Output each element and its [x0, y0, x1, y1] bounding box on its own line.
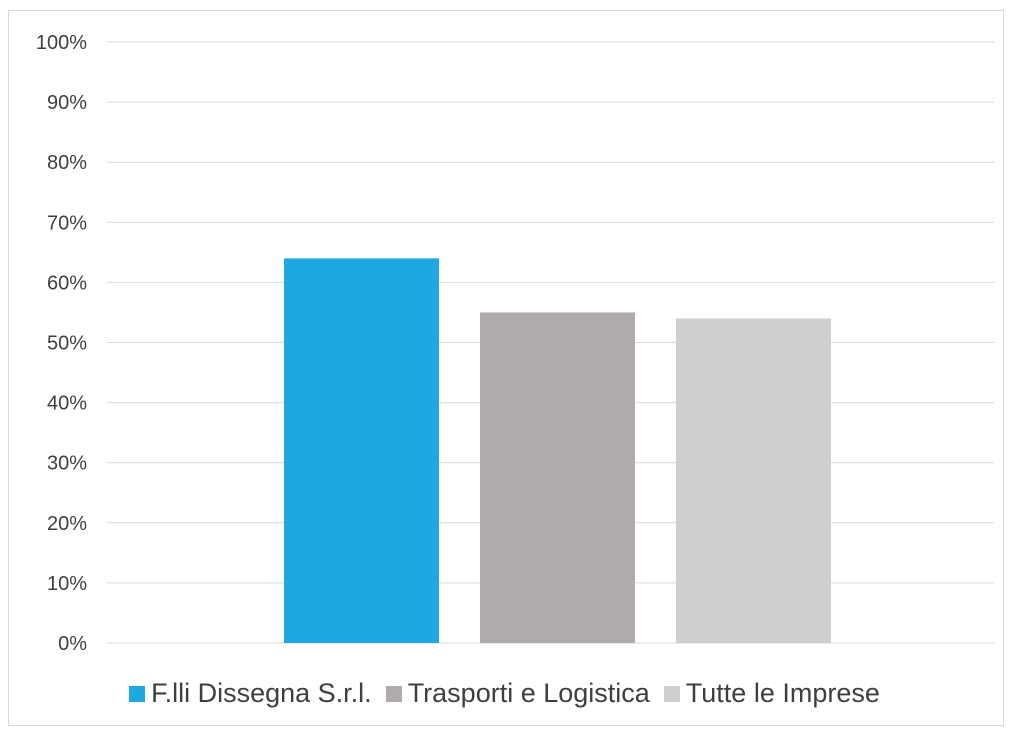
y-tick-label-60: 60%: [47, 272, 87, 294]
legend: F.lli Dissegna S.r.l. Trasporti e Logisti…: [0, 678, 1009, 709]
legend-swatch-3: [663, 685, 680, 702]
bar-2: [480, 312, 635, 643]
bar-1: [284, 258, 439, 643]
y-tick-label-50: 50%: [47, 333, 87, 355]
y-tick-label-100: 100%: [36, 32, 87, 54]
legend-label-2: Trasporti e Logistica: [407, 678, 650, 708]
y-axis-ticks: 0% 10% 20% 30% 40% 50% 60% 70% 80% 90% 100%: [36, 32, 87, 655]
y-tick-label-10: 10%: [47, 573, 87, 595]
y-tick-label-80: 80%: [47, 152, 87, 174]
bar-3: [676, 318, 831, 643]
y-tick-label-70: 70%: [47, 212, 87, 234]
y-tick-label-20: 20%: [47, 513, 87, 535]
y-tick-label-0: 0%: [58, 633, 87, 655]
legend-item-2: Trasporti e Logistica: [385, 678, 650, 709]
legend-swatch-2: [385, 685, 402, 702]
y-tick-label-30: 30%: [47, 453, 87, 475]
y-tick-label-40: 40%: [47, 393, 87, 415]
legend-label-3: Tutte le Imprese: [685, 678, 880, 708]
y-tick-label-90: 90%: [47, 92, 87, 114]
gridlines: [107, 41, 994, 644]
legend-swatch-1: [129, 685, 146, 702]
legend-item-3: Tutte le Imprese: [663, 678, 880, 709]
bars: [284, 258, 831, 643]
legend-item-1: F.lli Dissegna S.r.l.: [129, 678, 372, 709]
legend-label-1: F.lli Dissegna S.r.l.: [151, 678, 372, 708]
